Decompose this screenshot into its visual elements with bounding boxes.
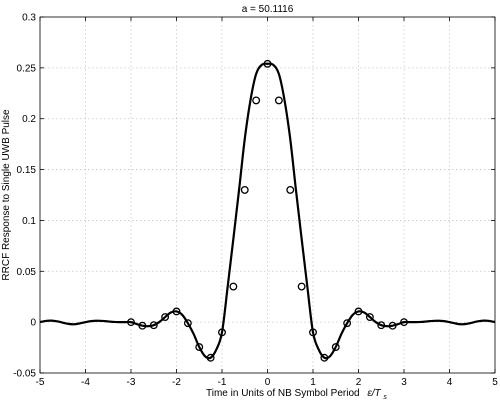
sample-point-marker — [297, 282, 306, 291]
y-tick-label: 0 — [30, 318, 36, 329]
sample-point-marker — [218, 328, 226, 337]
x-axis-label-math: ε/T — [367, 388, 381, 399]
x-tick-label: -4 — [81, 377, 90, 388]
sample-point-marker — [320, 353, 329, 362]
sample-point-marker — [229, 282, 238, 291]
sample-point-marker — [172, 307, 181, 316]
x-axis-label-text: Time in Units of NB Symbol Period — [206, 388, 360, 399]
y-tick-label: 0.15 — [17, 165, 37, 176]
x-axis-label-subscript: s — [383, 394, 387, 401]
x-tick-label: 4 — [447, 377, 453, 388]
y-tick-label: 0.05 — [17, 267, 37, 278]
x-tick-label: 2 — [356, 377, 362, 388]
y-tick-label: 0.2 — [22, 114, 36, 125]
y-tick-labels: -0.05 0 0.05 0.1 0.15 0.2 0.25 0.3 — [13, 13, 36, 380]
series-curve — [39, 62, 496, 360]
x-tick-label: 1 — [310, 377, 316, 388]
sample-point-marker — [195, 343, 204, 352]
x-tick-label: -5 — [36, 377, 45, 388]
x-tick-label: -2 — [172, 377, 181, 388]
sample-point-marker — [240, 185, 249, 194]
sample-point-marker — [309, 328, 317, 337]
sample-point-marker — [183, 319, 192, 328]
y-axis-label: RRCF Response to Single UWB Pulse — [1, 109, 12, 281]
sample-point-marker — [263, 59, 272, 68]
x-tick-label: 5 — [492, 377, 498, 388]
chart-title: a = 50.1116 — [242, 4, 294, 15]
sample-point-marker — [286, 185, 295, 194]
y-tick-label: 0.1 — [22, 216, 36, 227]
series-markers — [127, 59, 408, 362]
sample-point-marker — [331, 343, 340, 352]
x-tick-label: 3 — [401, 377, 407, 388]
sample-point-marker — [127, 318, 135, 327]
y-tick-label: 0.3 — [22, 13, 36, 24]
sample-point-marker — [274, 96, 283, 105]
x-tick-label: 0 — [265, 377, 271, 388]
sample-point-marker — [149, 321, 158, 330]
response-curve — [39, 62, 496, 360]
grid-lines — [40, 17, 495, 373]
sample-point-marker — [354, 307, 363, 316]
sample-point-marker — [206, 353, 215, 362]
sample-point-marker — [365, 313, 374, 322]
sample-point-marker — [400, 318, 408, 327]
y-tick-label: -0.05 — [13, 369, 36, 380]
axis-ticks — [39, 16, 496, 374]
x-tick-label: -1 — [218, 377, 227, 388]
sample-point-marker — [161, 313, 170, 322]
x-tick-labels: -5 -4 -3 -2 -1 0 1 2 3 4 5 — [36, 377, 499, 388]
sample-point-marker — [252, 96, 261, 105]
sample-point-marker — [138, 321, 147, 330]
sample-point-marker — [343, 319, 352, 328]
sample-point-marker — [377, 321, 386, 330]
y-tick-label: 0.25 — [17, 63, 37, 74]
x-axis-label: Time in Units of NB Symbol Period ε/T s — [206, 388, 387, 401]
sample-point-marker — [388, 321, 397, 330]
x-tick-label: -3 — [127, 377, 136, 388]
